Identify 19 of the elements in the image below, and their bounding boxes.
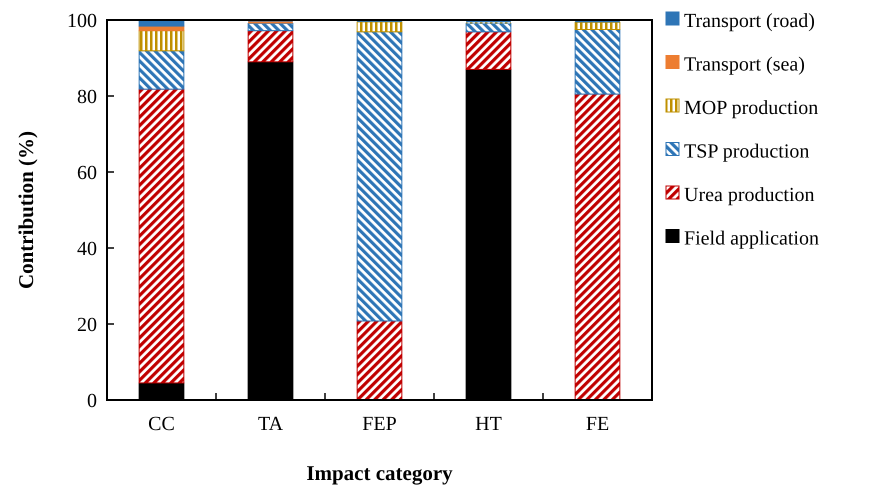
legend-label: Urea production: [684, 184, 815, 206]
legend-label: TSP production: [684, 140, 810, 162]
y-tick-label: 100: [67, 10, 97, 32]
legend-label: Transport (road): [684, 10, 815, 32]
x-tick-label: HT: [475, 413, 502, 435]
y-tick-label: 60: [77, 162, 97, 184]
x-tick-label: CC: [148, 413, 175, 435]
legend-label: MOP production: [684, 97, 818, 119]
legend-label: Transport (sea): [684, 54, 805, 76]
y-tick-label: 20: [77, 314, 97, 336]
x-tick-label: FEP: [362, 413, 397, 435]
x-tick-label: TA: [258, 413, 284, 435]
legend-label: Field application: [684, 228, 819, 250]
x-tick-label: FE: [586, 413, 610, 435]
x-axis-title: Impact category: [306, 461, 454, 485]
y-tick-label: 0: [87, 390, 97, 412]
y-axis-title: Contribution (%): [14, 130, 38, 290]
y-tick-label: 80: [77, 86, 97, 108]
y-tick-label: 40: [77, 238, 97, 260]
